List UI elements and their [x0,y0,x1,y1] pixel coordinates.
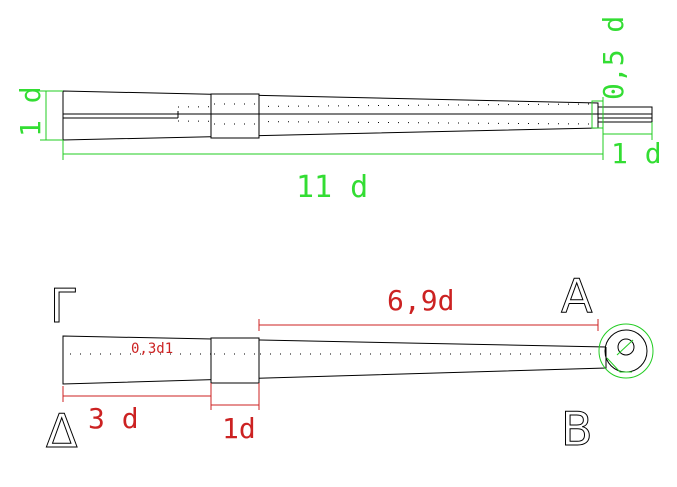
bottom-view: Γ Δ A B 6,9d 3 d 1d 0,3d1 [46,269,654,459]
top-shaft-outline [62,90,599,141]
corner-delta: Δ [46,404,78,458]
bottom-ferrule [210,337,260,384]
tip-hole-diag [616,339,634,356]
dim-ring-label: 1d [222,412,256,445]
dim-tip-height-label: 0,5 d [597,16,630,100]
dim-height-label: 1 d [14,86,47,137]
tip-ring-outer [598,323,654,379]
dim-left-label: 3 d [88,402,139,435]
dim-long-label: 6,9d [387,284,454,317]
dim-tip-length-label: 1 d [611,137,662,170]
dim-total-length-label: 11 d [296,170,368,205]
corner-b: B [561,402,593,456]
corner-gamma: Γ [50,279,76,333]
tip-ring-hatch [606,357,632,373]
top-view: 1 d 0,5 d 11 d 1 d [14,16,662,205]
corner-a: A [561,269,593,323]
top-ferrule [210,93,260,139]
dim-inner-label: 0,3d1 [131,341,173,357]
